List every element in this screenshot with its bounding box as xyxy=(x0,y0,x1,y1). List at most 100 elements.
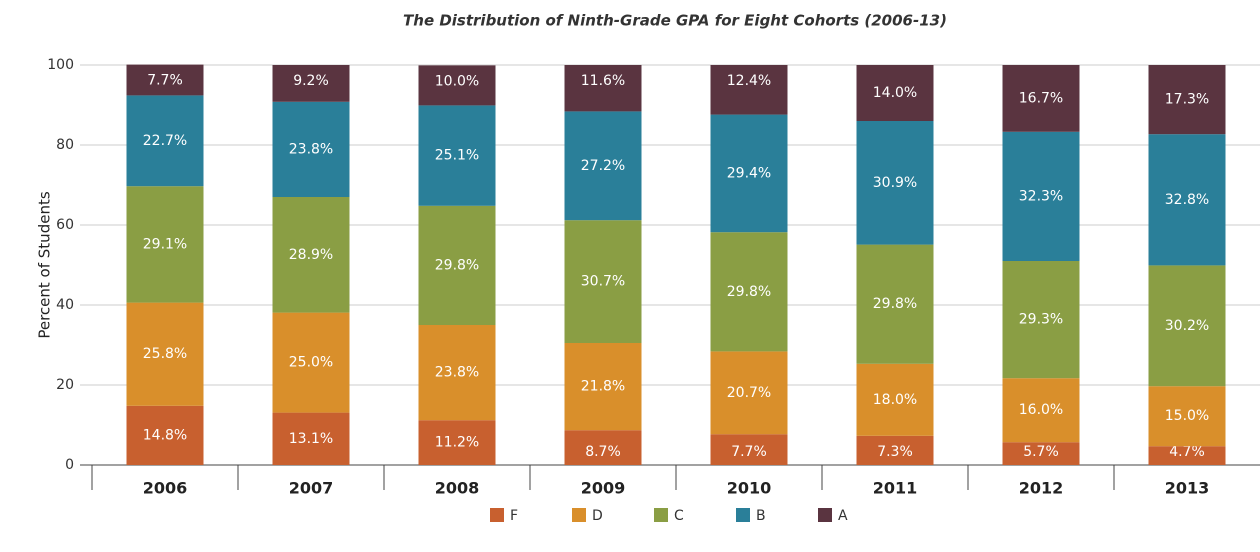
bar-segment xyxy=(1002,378,1080,443)
bar-segment xyxy=(710,434,788,465)
bar-segment xyxy=(710,65,788,115)
bar-segment xyxy=(272,65,350,102)
data-label: 7.7% xyxy=(731,444,767,460)
legend-swatch xyxy=(572,508,586,522)
y-tick-label: 80 xyxy=(56,137,74,153)
x-tick-label: 2006 xyxy=(143,479,188,498)
bar-segment xyxy=(126,186,204,303)
bar-segment xyxy=(1002,65,1080,132)
data-label: 8.7% xyxy=(585,444,621,460)
bar-segment xyxy=(856,435,934,465)
bar-segment xyxy=(564,430,642,465)
data-label: 23.8% xyxy=(289,141,333,157)
bar-segment xyxy=(272,412,350,465)
data-label: 28.9% xyxy=(289,247,333,263)
bar-segment xyxy=(564,111,642,221)
y-tick-label: 0 xyxy=(65,457,74,473)
data-label: 16.7% xyxy=(1019,90,1063,106)
data-label: 23.8% xyxy=(435,365,479,381)
x-tick-label: 2007 xyxy=(289,479,334,498)
data-label: 25.0% xyxy=(289,355,333,371)
x-tick-label: 2012 xyxy=(1019,479,1064,498)
legend-label: F xyxy=(510,508,518,524)
bar-segment xyxy=(856,244,934,364)
bar-segment xyxy=(418,420,496,465)
data-label: 25.1% xyxy=(435,148,479,164)
data-label: 22.7% xyxy=(143,133,187,149)
legend-swatch xyxy=(490,508,504,522)
bar-segment xyxy=(418,325,496,421)
data-label: 29.8% xyxy=(873,296,917,312)
data-label: 30.2% xyxy=(1165,318,1209,334)
bar-segment xyxy=(272,101,350,197)
data-label: 15.0% xyxy=(1165,408,1209,424)
chart-title: The Distribution of Ninth-Grade GPA for … xyxy=(403,12,947,30)
bar-segment xyxy=(1002,261,1080,379)
x-tick-label: 2009 xyxy=(581,479,626,498)
data-label: 7.3% xyxy=(877,444,913,460)
data-label: 29.8% xyxy=(435,257,479,273)
data-label: 27.2% xyxy=(581,158,625,174)
y-tick-label: 20 xyxy=(56,377,74,393)
legend-label: D xyxy=(592,508,603,524)
bar-segment xyxy=(710,114,788,233)
data-label: 7.7% xyxy=(147,73,183,89)
legend-swatch xyxy=(736,508,750,522)
legend-swatch xyxy=(654,508,668,522)
data-label: 11.6% xyxy=(581,73,625,89)
bar-segment xyxy=(1148,446,1226,465)
data-label: 29.4% xyxy=(727,165,771,181)
bar-segment xyxy=(418,105,496,206)
bar-segment xyxy=(272,197,350,313)
bar-segment xyxy=(126,405,204,465)
bar-segment xyxy=(1148,265,1226,387)
data-label: 5.7% xyxy=(1023,444,1059,460)
data-label: 18.0% xyxy=(873,392,917,408)
x-tick-label: 2013 xyxy=(1165,479,1210,498)
bar-segment xyxy=(564,65,642,112)
bar-segment xyxy=(564,343,642,431)
x-tick-label: 2010 xyxy=(727,479,772,498)
data-label: 30.7% xyxy=(581,274,625,290)
bar-segment xyxy=(1148,65,1226,135)
y-axis-title: Percent of Students xyxy=(36,191,54,338)
bar-segment xyxy=(272,312,350,413)
data-label: 32.8% xyxy=(1165,192,1209,208)
y-tick-label: 40 xyxy=(56,297,74,313)
y-tick-label: 60 xyxy=(56,217,74,233)
data-label: 30.9% xyxy=(873,175,917,191)
bar-segment xyxy=(126,64,204,96)
bar-segment xyxy=(1002,131,1080,261)
bar-segment xyxy=(710,232,788,352)
y-tick-label: 100 xyxy=(47,57,74,73)
data-label: 20.7% xyxy=(727,385,771,401)
bar-segment xyxy=(856,65,934,121)
data-label: 14.8% xyxy=(143,427,187,443)
bar-segment xyxy=(856,363,934,436)
bar-segment xyxy=(710,351,788,435)
data-label: 13.1% xyxy=(289,431,333,447)
data-label: 32.3% xyxy=(1019,188,1063,204)
data-label: 12.4% xyxy=(727,73,771,89)
x-tick-label: 2008 xyxy=(435,479,480,498)
data-label: 9.2% xyxy=(293,73,329,89)
legend-label: A xyxy=(838,508,848,524)
data-label: 14.0% xyxy=(873,85,917,101)
legend-swatch xyxy=(818,508,832,522)
x-tick-label: 2011 xyxy=(873,479,918,498)
legend-label: B xyxy=(756,508,766,524)
data-label: 29.8% xyxy=(727,284,771,300)
bar-segment xyxy=(126,302,204,406)
bar-segment xyxy=(1148,134,1226,266)
data-label: 25.8% xyxy=(143,346,187,362)
data-label: 21.8% xyxy=(581,379,625,395)
bar-segment xyxy=(856,121,934,245)
legend-label: C xyxy=(674,508,684,524)
data-label: 11.2% xyxy=(435,435,479,451)
data-label: 16.0% xyxy=(1019,402,1063,418)
bar-segment xyxy=(418,205,496,325)
data-label: 29.3% xyxy=(1019,312,1063,328)
bar-segment xyxy=(564,220,642,343)
data-label: 10.0% xyxy=(435,73,479,89)
